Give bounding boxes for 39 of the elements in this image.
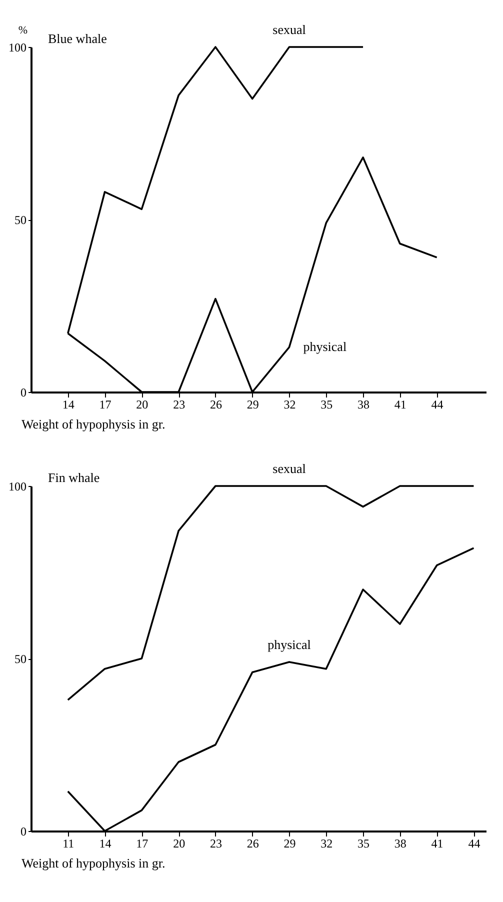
x-tick-label: 44 — [468, 836, 480, 850]
x-tick-label: 14 — [99, 836, 112, 850]
series-label: sexual — [272, 461, 306, 476]
x-axis-title: Weight of hypophysis in gr. — [22, 416, 166, 432]
chart-title: Blue whale — [48, 31, 108, 46]
x-tick-label: 20 — [173, 836, 186, 850]
x-tick-label: 29 — [284, 836, 296, 850]
x-tick-label: 17 — [136, 836, 148, 850]
y-tick-label: 50 — [14, 213, 26, 227]
y-tick-label: 0 — [20, 824, 26, 838]
x-tick-label: 41 — [431, 836, 444, 850]
series-label: physical — [303, 339, 347, 354]
x-tick-label: 17 — [99, 398, 112, 412]
x-tick-label: 23 — [173, 398, 186, 412]
series-label: physical — [268, 636, 312, 652]
x-tick-label: 32 — [320, 836, 333, 850]
y-axis-title: % — [18, 24, 28, 36]
x-axis-title: Weight of hypophysis in gr. — [22, 856, 166, 870]
x-tick-label: 35 — [320, 398, 333, 412]
line-series — [66, 485, 475, 701]
x-tick-label: 14 — [62, 398, 74, 412]
x-tick-label: 11 — [62, 836, 74, 850]
x-tick-label: 29 — [246, 398, 259, 412]
x-tick-label: 44 — [431, 398, 444, 412]
chart-title: Fin whale — [48, 470, 100, 485]
x-tick-label: 38 — [394, 836, 406, 850]
y-tick-label: 50 — [14, 652, 26, 666]
x-tick-label: 20 — [136, 398, 148, 412]
x-tick-label: 26 — [246, 836, 259, 850]
x-tick-label: 23 — [210, 836, 222, 850]
x-tick-label: 35 — [358, 836, 370, 850]
y-tick-label: 0 — [20, 386, 26, 400]
x-tick-label: 32 — [284, 398, 296, 412]
x-tick-label: 26 — [210, 398, 222, 412]
y-tick-label: 100 — [8, 480, 26, 494]
y-tick-label: 100 — [8, 40, 26, 54]
x-tick-label: 38 — [358, 398, 370, 412]
series-label: sexual — [272, 22, 306, 37]
x-tick-label: 41 — [394, 398, 406, 412]
